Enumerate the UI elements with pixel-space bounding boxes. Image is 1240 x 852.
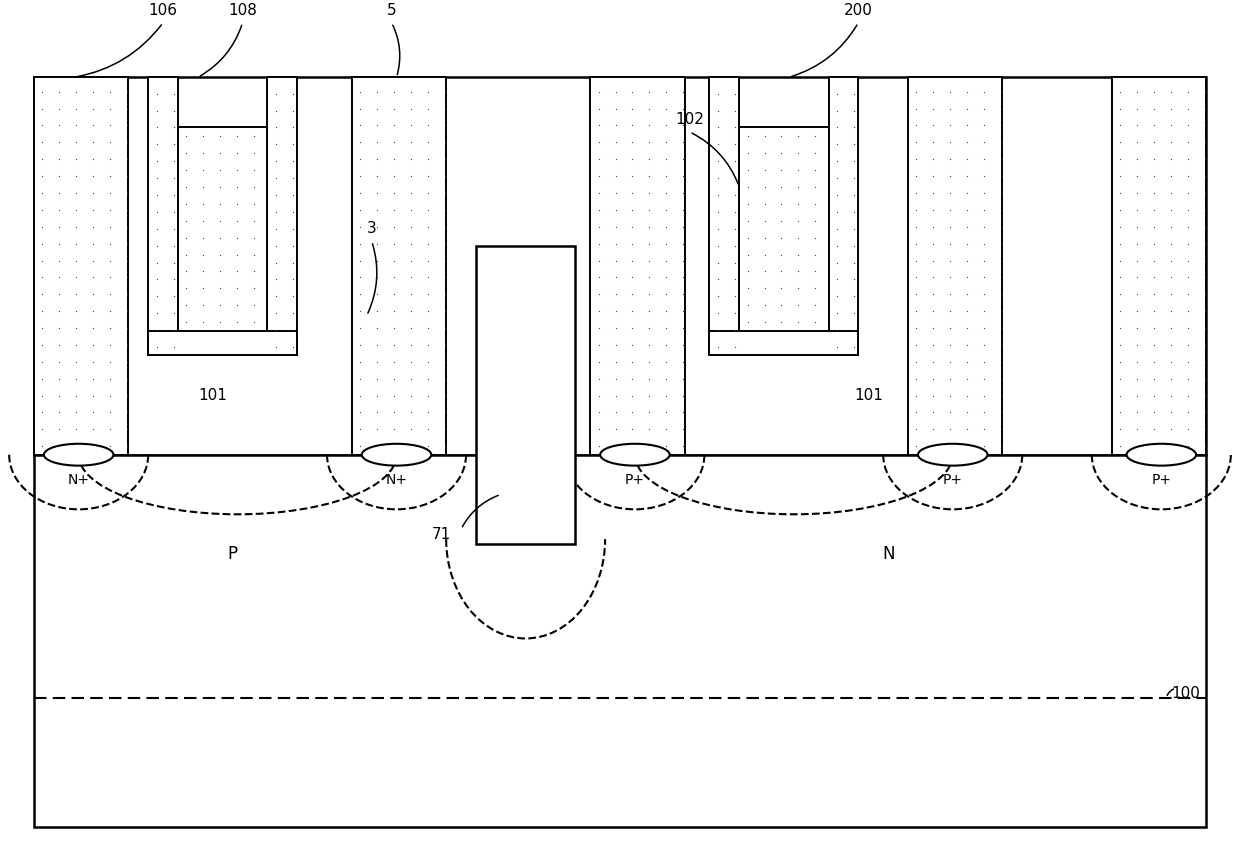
Text: 5: 5 (387, 3, 397, 18)
Text: P: P (228, 545, 238, 563)
Bar (33, 455, 1207, 827)
Text: 101: 101 (854, 388, 883, 403)
Text: 3: 3 (367, 222, 377, 236)
Text: P+: P+ (942, 473, 962, 486)
Text: 101: 101 (198, 388, 227, 403)
Bar (908, 78, 1002, 455)
Ellipse shape (1127, 444, 1197, 466)
Bar (709, 331, 858, 355)
Ellipse shape (43, 444, 113, 466)
Bar (1111, 78, 1207, 455)
Bar (179, 127, 268, 331)
Bar (268, 78, 298, 355)
Text: 108: 108 (228, 3, 257, 18)
Bar (709, 78, 739, 355)
Text: 200: 200 (844, 3, 873, 18)
Text: 102: 102 (675, 112, 704, 127)
Ellipse shape (600, 444, 670, 466)
Bar (149, 331, 298, 355)
Text: P+: P+ (625, 473, 645, 486)
Text: N+: N+ (68, 473, 89, 486)
Bar (149, 78, 179, 355)
Bar (476, 246, 575, 544)
Bar (33, 78, 1207, 455)
Ellipse shape (918, 444, 987, 466)
Text: 71: 71 (432, 527, 451, 542)
Bar (352, 78, 446, 455)
Text: N+: N+ (386, 473, 408, 486)
Text: N: N (882, 545, 894, 563)
Text: 106: 106 (149, 3, 177, 18)
Ellipse shape (362, 444, 432, 466)
Bar (739, 127, 828, 331)
Bar (828, 78, 858, 355)
Text: P+: P+ (1151, 473, 1172, 486)
Text: 100: 100 (1172, 686, 1200, 700)
Bar (33, 78, 129, 455)
Bar (590, 78, 684, 455)
